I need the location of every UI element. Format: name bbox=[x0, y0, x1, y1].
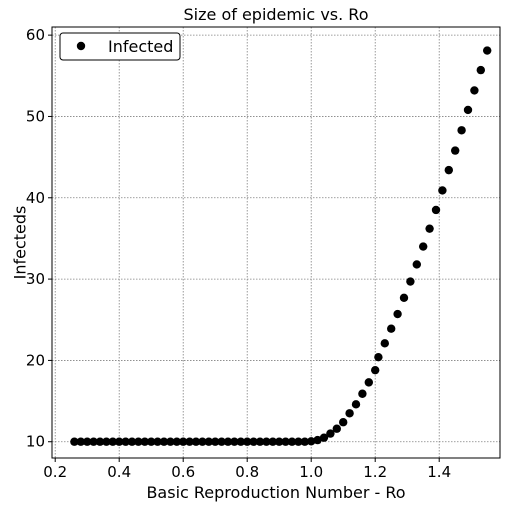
data-point-infected bbox=[211, 437, 220, 446]
data-point-infected bbox=[393, 309, 402, 319]
data-point-infected bbox=[332, 424, 341, 433]
data-point-infected bbox=[451, 146, 460, 155]
plot-frame bbox=[51, 26, 501, 459]
data-point-infected bbox=[185, 437, 194, 446]
data-point-infected bbox=[95, 437, 105, 446]
grid-lines bbox=[52, 27, 500, 458]
data-point-infected bbox=[166, 437, 175, 446]
data-point-infected bbox=[345, 409, 354, 418]
data-point-infected bbox=[223, 437, 233, 446]
data-point-infected bbox=[172, 437, 181, 446]
data-point-infected bbox=[217, 437, 226, 446]
data-point-infected bbox=[121, 437, 130, 446]
data-point-infected bbox=[364, 378, 373, 387]
data-point-infected bbox=[438, 186, 447, 195]
data-point-infected bbox=[255, 437, 265, 446]
data-point-infected bbox=[198, 437, 207, 446]
y-tick-label: 50 bbox=[26, 107, 45, 125]
legend-box bbox=[59, 32, 181, 61]
y-axis-label: Infecteds bbox=[11, 206, 30, 280]
data-point-infected bbox=[351, 400, 361, 409]
x-axis-label: Basic Reproduction Number - Ro bbox=[146, 483, 405, 502]
data-point-infected bbox=[483, 46, 492, 55]
x-tick-label: 1.4 bbox=[427, 463, 451, 481]
data-point-infected bbox=[374, 352, 383, 362]
y-tick-label: 60 bbox=[26, 26, 45, 44]
data-point-infected bbox=[140, 437, 149, 446]
data-point-infected bbox=[179, 437, 188, 446]
data-point-infected bbox=[380, 339, 389, 348]
chart-title: Size of epidemic vs. Ro bbox=[184, 5, 369, 24]
data-point-infected bbox=[431, 205, 441, 215]
x-tick-label: 0.4 bbox=[107, 463, 131, 481]
x-tick-label: 1.0 bbox=[299, 463, 323, 481]
y-tick-label: 30 bbox=[26, 270, 45, 288]
data-point-infected bbox=[134, 437, 143, 446]
x-tick-label: 1.2 bbox=[363, 463, 387, 481]
data-point-infected bbox=[419, 242, 428, 251]
data-point-infected bbox=[83, 437, 92, 446]
y-tick-label: 20 bbox=[26, 351, 45, 369]
data-point-infected bbox=[127, 437, 137, 446]
x-tick-label: 0.2 bbox=[43, 463, 67, 481]
data-point-infected bbox=[89, 437, 98, 446]
data-point-infected bbox=[339, 418, 348, 427]
data-point-infected bbox=[425, 224, 434, 233]
data-point-infected bbox=[76, 437, 86, 446]
data-point-infected bbox=[313, 435, 322, 445]
data-point-infected bbox=[412, 260, 421, 269]
data-point-infected bbox=[275, 437, 284, 446]
legend-label-infected: Infected bbox=[108, 37, 173, 56]
data-point-infected bbox=[268, 437, 277, 446]
data-point-infected bbox=[153, 437, 162, 446]
data-point-infected bbox=[463, 105, 473, 115]
data-point-infected bbox=[444, 165, 453, 175]
data-point-infected bbox=[300, 437, 309, 446]
data-points bbox=[70, 46, 492, 446]
data-point-infected bbox=[191, 437, 201, 446]
data-point-infected bbox=[406, 277, 415, 286]
data-point-infected bbox=[470, 86, 479, 95]
data-point-infected bbox=[204, 437, 213, 446]
axis-ticks: 0.2 0.4 0.6 0.8 1.0 1.2 1.4 10 20 30 40 50 60 bbox=[26, 26, 451, 481]
data-point-infected bbox=[281, 437, 290, 446]
data-point-infected bbox=[399, 293, 409, 302]
data-point-infected bbox=[371, 365, 380, 375]
data-point-infected bbox=[236, 437, 245, 446]
data-point-infected bbox=[307, 437, 316, 446]
data-point-infected bbox=[70, 437, 79, 446]
x-tick-label: 0.8 bbox=[235, 463, 259, 481]
data-point-infected bbox=[294, 437, 303, 446]
x-tick-label: 0.6 bbox=[171, 463, 195, 481]
data-point-infected bbox=[249, 437, 258, 446]
data-point-infected bbox=[358, 389, 367, 398]
data-point-infected bbox=[108, 437, 118, 446]
data-point-infected bbox=[262, 437, 271, 446]
data-point-infected bbox=[230, 437, 239, 446]
legend-marker-infected bbox=[76, 41, 86, 51]
y-tick-label: 10 bbox=[26, 433, 45, 451]
data-point-infected bbox=[147, 437, 156, 446]
legend: Infected bbox=[59, 32, 181, 61]
data-point-infected bbox=[243, 437, 252, 446]
data-point-infected bbox=[102, 437, 111, 446]
data-point-infected bbox=[319, 433, 329, 442]
data-point-infected bbox=[387, 324, 396, 333]
data-point-infected bbox=[476, 65, 485, 75]
data-point-infected bbox=[115, 437, 124, 446]
data-point-infected bbox=[287, 437, 297, 446]
data-point-infected bbox=[457, 126, 466, 135]
y-tick-label: 40 bbox=[26, 189, 45, 207]
data-point-infected bbox=[326, 429, 335, 438]
data-point-infected bbox=[159, 437, 169, 446]
